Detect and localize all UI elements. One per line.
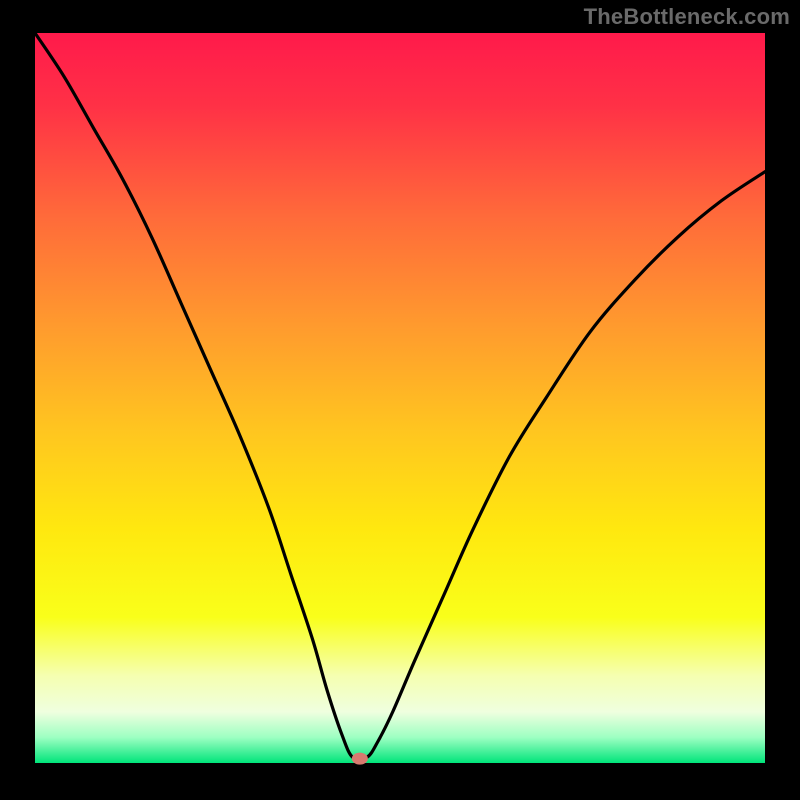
optimal-point-marker [352, 753, 368, 765]
plot-background [35, 33, 765, 763]
bottleneck-curve-chart [0, 0, 800, 800]
watermark-text: TheBottleneck.com [584, 4, 790, 30]
chart-container: TheBottleneck.com [0, 0, 800, 800]
